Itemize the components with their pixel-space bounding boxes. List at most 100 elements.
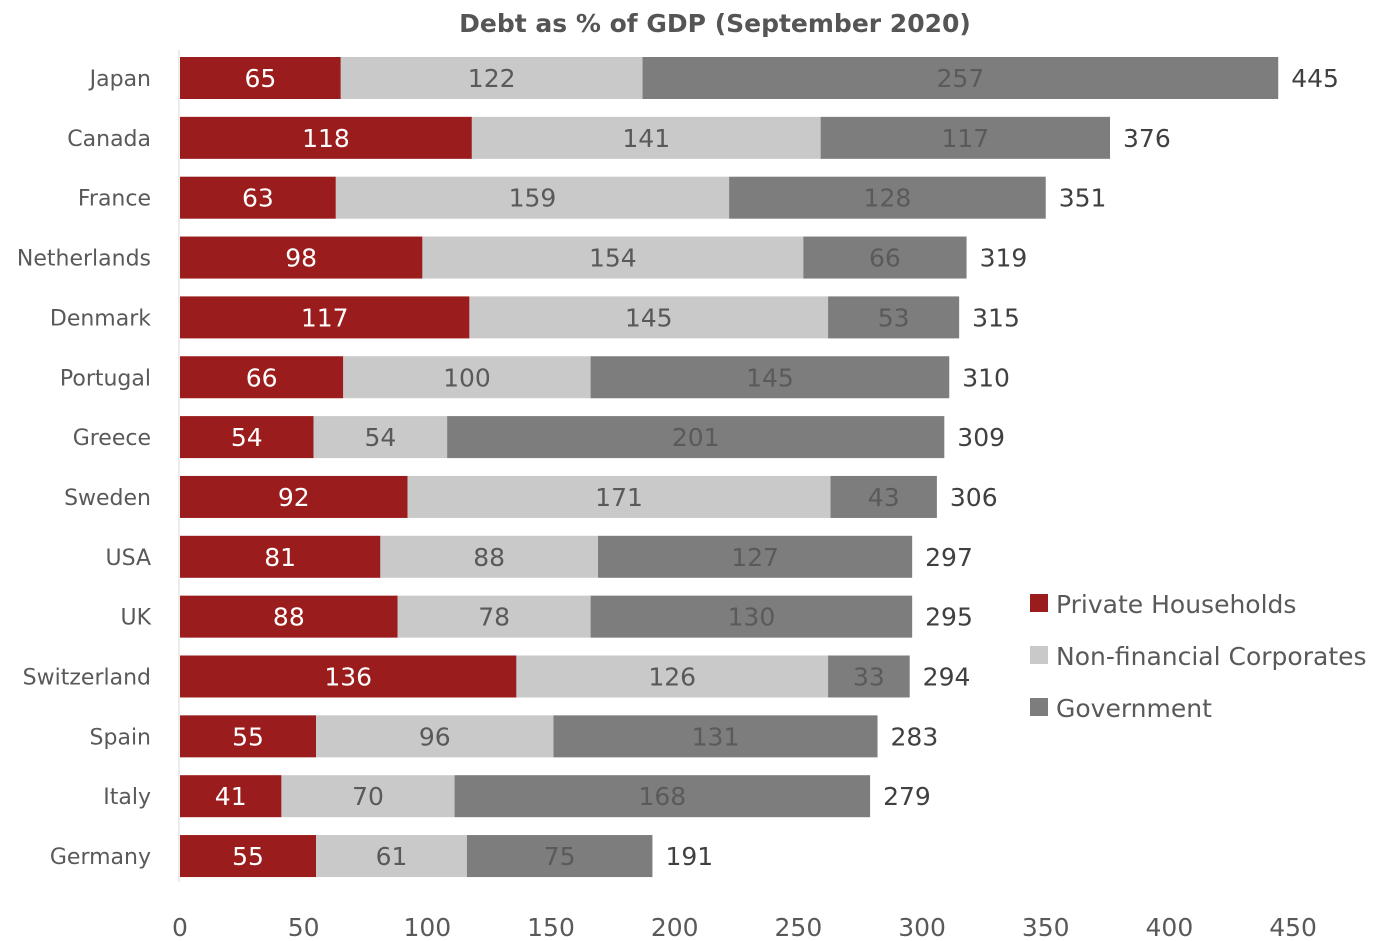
x-tick-label-450: 450 (1269, 913, 1317, 941)
category-label-portugal: Portugal (60, 366, 151, 391)
bar-spain-non-financial-corporates (316, 715, 554, 758)
data-label-netherlands-private-households: 98 (285, 244, 317, 273)
bar-germany-government (466, 835, 653, 878)
bar-usa-private-households (180, 535, 381, 578)
data-label-spain-private-households: 55 (232, 722, 264, 751)
data-label-canada-government: 117 (941, 124, 989, 153)
category-label-uk: UK (120, 606, 151, 631)
bar-uk-government (590, 595, 913, 638)
bar-denmark-private-households (180, 296, 470, 339)
category-label-denmark: Denmark (50, 306, 151, 331)
category-label-canada: Canada (67, 127, 151, 152)
total-label-switzerland: 294 (923, 663, 971, 692)
data-label-italy-non-financial-corporates: 70 (352, 782, 384, 811)
bar-greece-government (447, 416, 945, 459)
bar-sweden-government (830, 475, 937, 518)
total-label-spain: 283 (891, 722, 939, 751)
data-label-canada-private-households: 118 (302, 124, 350, 153)
category-label-spain: Spain (90, 725, 151, 750)
data-label-switzerland-government: 33 (853, 663, 885, 692)
x-tick-label-100: 100 (403, 913, 451, 941)
bar-germany-private-households (180, 835, 317, 878)
category-label-sweden: Sweden (64, 486, 151, 511)
category-label-usa: USA (105, 546, 151, 571)
total-label-netherlands: 319 (980, 244, 1028, 273)
legend-label-private-households: Private Households (1056, 590, 1296, 619)
y-axis: Japan Canada France Netherlands Denmark Portu… (17, 50, 180, 882)
bar-portugal-government (590, 356, 950, 399)
total-label-usa: 297 (925, 543, 973, 572)
chart-title: Debt as % of GDP (September 2020) (459, 9, 971, 38)
data-label-japan-government: 257 (937, 64, 985, 93)
bar-usa-government (598, 535, 913, 578)
data-label-germany-non-financial-corporates: 61 (376, 842, 408, 871)
x-tick-label-350: 350 (1022, 913, 1070, 941)
bar-japan-government (642, 57, 1279, 99)
bar-denmark-non-financial-corporates (469, 296, 829, 339)
bar-france-private-households (180, 176, 336, 219)
bar-germany-non-financial-corporates (316, 835, 467, 878)
x-tick-label-0: 0 (172, 913, 188, 941)
data-label-spain-government: 131 (692, 722, 740, 751)
bar-canada-private-households (180, 116, 472, 159)
bar-france-government (729, 176, 1046, 219)
data-label-italy-private-households: 41 (215, 782, 247, 811)
data-label-sweden-non-financial-corporates: 171 (595, 483, 643, 512)
legend-swatch-private-households (1030, 594, 1048, 612)
legend-label-non-financial-corporates: Non-financial Corporates (1056, 642, 1367, 671)
bar-italy-non-financial-corporates (281, 775, 455, 818)
bar-denmark-government (828, 296, 960, 339)
legend-swatch-non-financial-corporates (1030, 646, 1048, 664)
data-label-netherlands-non-financial-corporates: 154 (589, 244, 637, 273)
data-label-japan-non-financial-corporates: 122 (468, 64, 516, 93)
data-label-denmark-non-financial-corporates: 145 (625, 303, 673, 332)
data-label-usa-private-households: 81 (264, 543, 296, 572)
total-label-france: 351 (1059, 184, 1107, 213)
category-label-japan: Japan (88, 67, 151, 92)
data-label-france-government: 128 (864, 184, 912, 213)
bar-portugal-private-households (180, 356, 344, 399)
bar-netherlands-private-households (180, 236, 423, 279)
data-label-germany-government: 75 (544, 842, 576, 871)
bar-greece-private-households (180, 416, 314, 459)
total-label-sweden: 306 (950, 483, 998, 512)
data-label-netherlands-government: 66 (869, 244, 901, 273)
bar-uk-private-households (180, 595, 398, 638)
data-label-spain-non-financial-corporates: 96 (419, 722, 451, 751)
data-label-usa-non-financial-corporates: 88 (473, 543, 505, 572)
x-axis: 0 50 100 150 200 250 300 350 400 450 (172, 913, 1317, 941)
x-tick-label-300: 300 (898, 913, 946, 941)
total-label-italy: 279 (883, 782, 931, 811)
x-tick-label-50: 50 (288, 913, 320, 941)
data-label-germany-private-households: 55 (232, 842, 264, 871)
x-tick-label-150: 150 (527, 913, 575, 941)
bar-greece-non-financial-corporates (313, 416, 448, 459)
bar-portugal-non-financial-corporates (343, 356, 591, 399)
bar-sweden-non-financial-corporates (407, 475, 831, 518)
data-label-switzerland-non-financial-corporates: 126 (648, 663, 696, 692)
x-tick-label-200: 200 (651, 913, 699, 941)
bar-switzerland-non-financial-corporates (516, 655, 829, 698)
bar-spain-government (553, 715, 878, 758)
data-label-denmark-government: 53 (878, 303, 910, 332)
data-label-greece-private-households: 54 (231, 423, 263, 452)
category-label-italy: Italy (103, 785, 151, 810)
data-label-switzerland-private-households: 136 (324, 663, 372, 692)
x-tick-label-400: 400 (1146, 913, 1194, 941)
data-label-uk-private-households: 88 (273, 603, 305, 632)
total-label-japan: 445 (1291, 64, 1339, 93)
data-label-canada-non-financial-corporates: 141 (622, 124, 670, 153)
category-label-switzerland: Switzerland (23, 666, 151, 691)
bar-netherlands-non-financial-corporates (422, 236, 804, 279)
data-label-uk-non-financial-corporates: 78 (478, 603, 510, 632)
data-label-portugal-government: 145 (746, 363, 794, 392)
total-label-canada: 376 (1123, 124, 1171, 153)
bar-usa-non-financial-corporates (380, 535, 599, 578)
bar-italy-private-households (180, 775, 282, 818)
data-label-portugal-private-households: 66 (246, 363, 278, 392)
x-tick-label-250: 250 (775, 913, 823, 941)
bar-france-non-financial-corporates (335, 176, 730, 219)
data-label-france-non-financial-corporates: 159 (509, 184, 557, 213)
data-label-sweden-government: 43 (868, 483, 900, 512)
